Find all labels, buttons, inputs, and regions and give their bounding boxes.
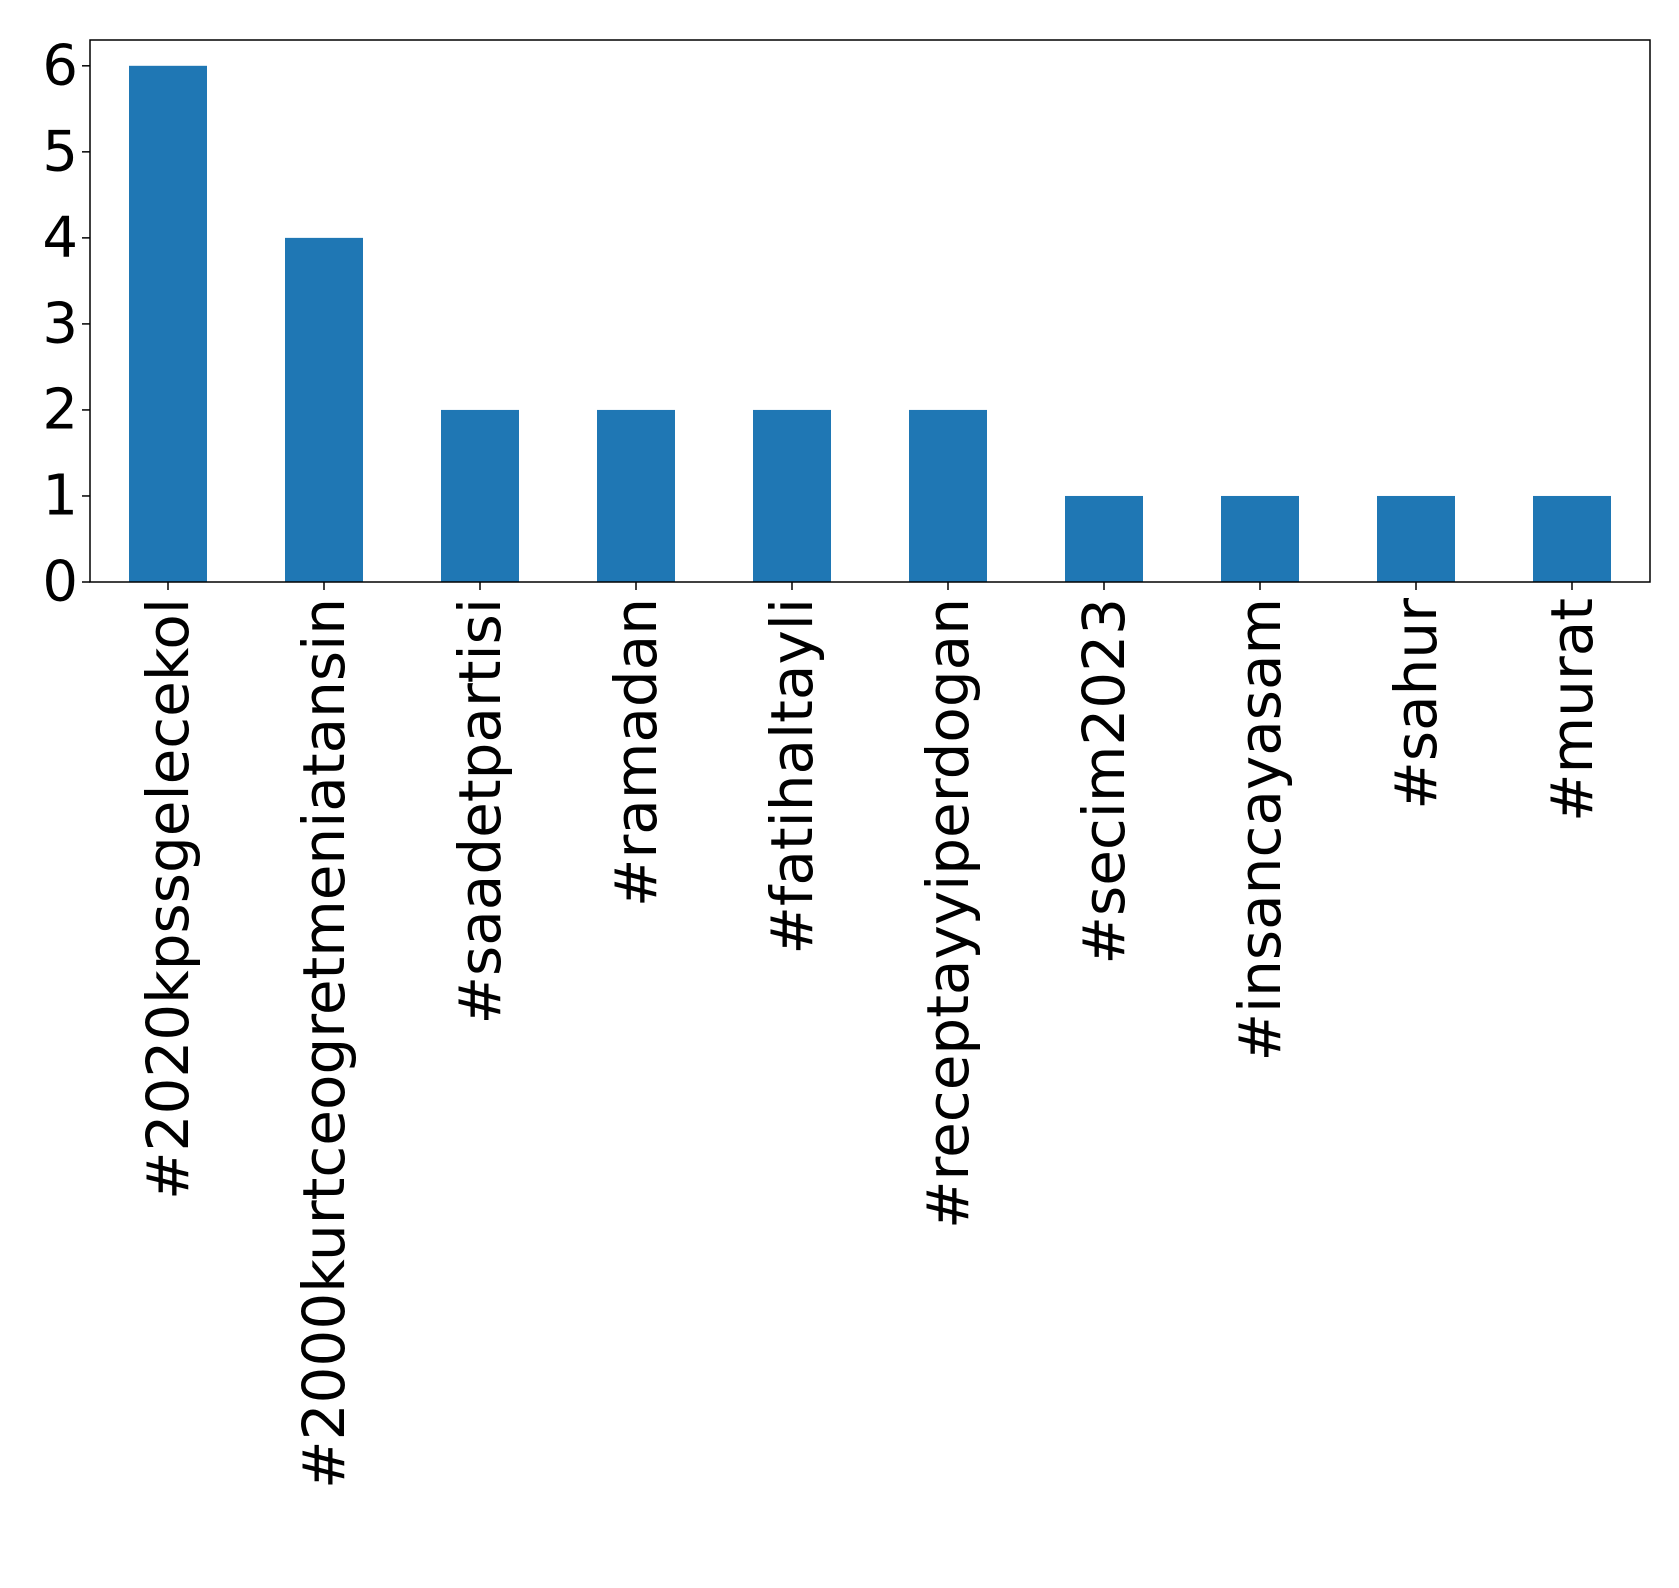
- x-tick-label: #saadetpartisi: [446, 598, 514, 1025]
- bar: [1533, 495, 1611, 582]
- x-tick-label: #murat: [1538, 598, 1606, 822]
- y-tick-label: 4: [42, 205, 78, 270]
- y-tick-label: 2: [42, 377, 78, 442]
- x-tick-label: #2000kurtceogretmeniatansin: [290, 598, 358, 1489]
- bars-group: [129, 65, 1611, 583]
- bar: [1377, 495, 1455, 582]
- plot-area-frame: [89, 39, 1651, 583]
- x-tick-label: #fatihaltayli: [758, 598, 826, 955]
- y-tick-label: 6: [42, 33, 78, 98]
- x-tick-label: #sahur: [1382, 598, 1450, 810]
- bar: [441, 409, 519, 582]
- bar: [1221, 495, 1299, 582]
- x-tick-label: #insancayasam: [1226, 598, 1294, 1062]
- bar: [597, 409, 675, 582]
- x-tick-label: #receptayyiperdogan: [914, 598, 982, 1229]
- bar: [285, 237, 363, 582]
- x-tick-label: #ramadan: [602, 598, 670, 907]
- bar: [753, 409, 831, 582]
- x-axis: #2020kpssgelecekol #2000kurtceogretmeniat…: [134, 582, 1606, 1489]
- y-axis: 0 1 2 3 4 5 6: [42, 33, 90, 615]
- bar: [909, 409, 987, 582]
- bar: [1065, 495, 1143, 582]
- y-tick-label: 0: [42, 550, 78, 615]
- bar: [129, 65, 207, 583]
- y-tick-label: 1: [42, 463, 78, 528]
- y-tick-label: 3: [42, 291, 78, 356]
- x-tick-label: #secim2023: [1070, 598, 1138, 965]
- x-tick-label: #2020kpssgelecekol: [134, 598, 202, 1200]
- y-tick-label: 5: [42, 119, 78, 184]
